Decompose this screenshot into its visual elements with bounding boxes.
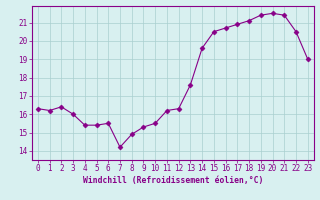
- X-axis label: Windchill (Refroidissement éolien,°C): Windchill (Refroidissement éolien,°C): [83, 176, 263, 185]
